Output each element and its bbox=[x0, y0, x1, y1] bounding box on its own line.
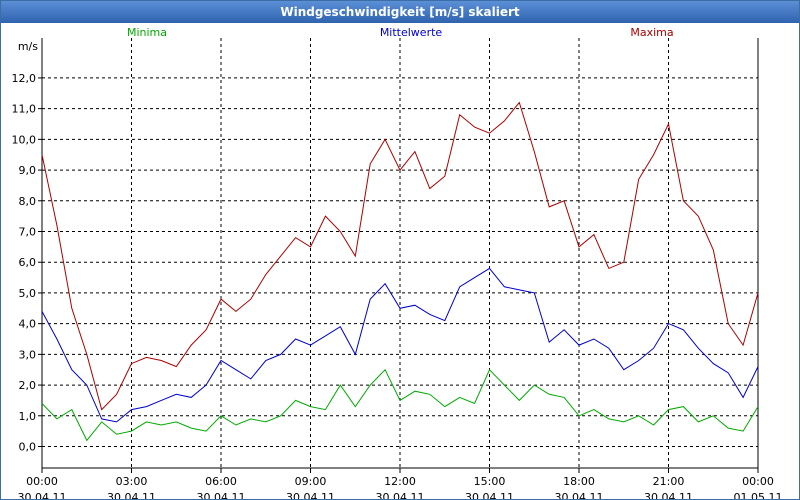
x-tick-date-label: 30.04.11 bbox=[465, 491, 514, 499]
y-tick-label: 1,0 bbox=[19, 410, 37, 423]
y-tick-label: 3,0 bbox=[19, 348, 37, 361]
x-tick-time-label: 15:00 bbox=[474, 475, 506, 488]
legend-minima: Minima bbox=[127, 26, 167, 39]
x-tick-time-label: 21:00 bbox=[653, 475, 685, 488]
series-line-maxima bbox=[41, 101, 759, 411]
x-tick-time-label: 03:00 bbox=[116, 475, 148, 488]
y-axis-unit-label: m/s bbox=[18, 40, 38, 53]
y-tick-label: 10,0 bbox=[12, 133, 37, 146]
legend-mittelwerte: Mittelwerte bbox=[380, 26, 443, 39]
y-tick-label: 5,0 bbox=[19, 287, 37, 300]
x-tick-time-label: 18:00 bbox=[563, 475, 595, 488]
x-tick-time-label: 00:00 bbox=[742, 475, 774, 488]
y-tick-label: 9,0 bbox=[19, 164, 37, 177]
x-tick-date-label: 01.05.11 bbox=[734, 491, 783, 499]
x-tick-time-label: 00:00 bbox=[26, 475, 58, 488]
y-tick-label: 0,0 bbox=[19, 441, 37, 454]
y-tick-label: 4,0 bbox=[19, 318, 37, 331]
series-line-mittelwerte bbox=[41, 267, 759, 423]
y-tick-label: 12,0 bbox=[12, 72, 37, 85]
y-tick-label: 11,0 bbox=[12, 103, 37, 116]
x-tick-date-label: 30.04.11 bbox=[107, 491, 156, 499]
legend-maxima: Maxima bbox=[630, 26, 673, 39]
y-tick-label: 7,0 bbox=[19, 226, 37, 239]
x-tick-time-label: 06:00 bbox=[205, 475, 237, 488]
x-tick-date-label: 30.04.11 bbox=[376, 491, 425, 499]
x-tick-date-label: 30.04.11 bbox=[555, 491, 604, 499]
x-tick-date-label: 30.04.11 bbox=[286, 491, 335, 499]
wind-speed-chart: 0,0 1,0 2,0 3,0 4,0 5,0 6,0 7,0 8,0 9,0 10,0 11,0 12… bbox=[12, 26, 783, 499]
x-tick-date-label: 30.04.11 bbox=[197, 491, 246, 499]
x-tick-time-label: 09:00 bbox=[295, 475, 327, 488]
series-line-minima bbox=[41, 368, 759, 442]
x-tick-time-label: 12:00 bbox=[384, 475, 416, 488]
y-tick-label: 8,0 bbox=[19, 195, 37, 208]
y-tick-label: 2,0 bbox=[19, 379, 37, 392]
x-tick-date-label: 30.04.11 bbox=[18, 491, 67, 499]
x-tick-date-label: 30.04.11 bbox=[644, 491, 693, 499]
chart-title: Windgeschwindigkeit [m/s] skaliert bbox=[1, 1, 799, 23]
y-tick-label: 6,0 bbox=[19, 256, 37, 269]
